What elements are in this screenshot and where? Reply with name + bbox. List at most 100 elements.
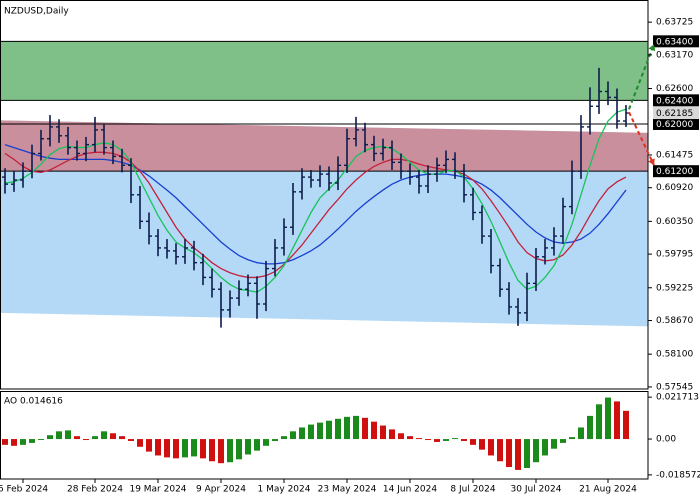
forecast-arrow bbox=[628, 111, 655, 166]
ao-bar bbox=[209, 439, 215, 462]
ao-bar bbox=[290, 431, 296, 440]
y-tick-label: 0.57545 bbox=[656, 382, 693, 392]
ao-bar bbox=[308, 424, 314, 440]
ao-bar bbox=[200, 439, 206, 459]
level-label: 0.62000 bbox=[656, 120, 693, 130]
price-channel bbox=[0, 120, 648, 327]
x-tick-label: 14 Jun 2024 bbox=[383, 485, 437, 495]
chart-title: NZDUSD,Daily bbox=[4, 7, 69, 17]
ao-bar bbox=[371, 421, 377, 440]
level-label-box bbox=[653, 117, 699, 130]
ao-bar bbox=[425, 439, 431, 441]
ao-bar bbox=[254, 439, 260, 451]
x-tick-label: 21 Aug 2024 bbox=[579, 485, 637, 495]
ao-bar bbox=[263, 439, 269, 446]
y-tick-label: 0.63170 bbox=[656, 50, 693, 60]
level-label-box bbox=[653, 94, 699, 107]
y-tick-label: 0.59795 bbox=[656, 250, 693, 260]
y-tick-label: 0.62600 bbox=[656, 84, 693, 94]
ao-bar bbox=[101, 431, 107, 440]
level-label: 0.61200 bbox=[656, 167, 693, 177]
ao-bar bbox=[452, 438, 458, 440]
moving-average bbox=[4, 108, 627, 293]
ao-bar bbox=[497, 439, 503, 462]
ao-bar bbox=[614, 401, 620, 440]
ao-bar bbox=[533, 439, 539, 463]
ao-bar bbox=[218, 439, 224, 464]
ao-panel-frame bbox=[0, 391, 649, 480]
ao-bar bbox=[146, 439, 152, 452]
level-label-box bbox=[653, 35, 699, 48]
x-tick-label: 9 Apr 2024 bbox=[196, 485, 246, 495]
ao-bar bbox=[389, 429, 395, 440]
resistance-zone bbox=[0, 41, 648, 101]
ao-bar bbox=[506, 439, 512, 468]
last-price-label: 0.62185 bbox=[656, 109, 693, 119]
ao-bar bbox=[515, 439, 521, 470]
support-zone bbox=[0, 120, 648, 172]
ao-bar bbox=[128, 439, 134, 441]
ao-bar bbox=[272, 439, 278, 441]
ao-bar bbox=[47, 435, 53, 440]
level-label: 0.63400 bbox=[656, 37, 693, 47]
x-tick-label: 30 Jul 2024 bbox=[511, 485, 562, 495]
ao-bar bbox=[20, 439, 26, 445]
ao-bar bbox=[227, 439, 233, 463]
y-tick-label: 0.58100 bbox=[656, 350, 693, 360]
ao-bar bbox=[470, 439, 476, 445]
price-panel bbox=[0, 40, 648, 328]
y-tick-label: 0.60350 bbox=[656, 217, 693, 227]
ao-bar bbox=[434, 439, 440, 442]
moving-average bbox=[4, 144, 627, 265]
moving-average bbox=[4, 151, 627, 279]
ao-bar bbox=[164, 439, 170, 458]
ao-bar bbox=[407, 436, 413, 440]
ao-bar bbox=[542, 439, 548, 456]
last-price-box bbox=[653, 107, 699, 120]
ao-bar bbox=[245, 439, 251, 455]
ao-bar bbox=[317, 422, 323, 440]
ao-bar bbox=[560, 439, 566, 443]
ao-bar bbox=[623, 410, 629, 440]
ao-bar bbox=[56, 431, 62, 440]
ao-bar bbox=[488, 439, 494, 456]
ao-bar bbox=[551, 439, 557, 449]
ao-bar bbox=[461, 439, 467, 441]
ao-bar bbox=[236, 439, 242, 460]
ao-bar bbox=[380, 425, 386, 440]
ao-bar bbox=[524, 439, 530, 468]
ao-bar bbox=[2, 439, 8, 445]
ao-bar bbox=[65, 430, 71, 440]
x-tick-label: 19 Mar 2024 bbox=[129, 485, 186, 495]
ao-bar bbox=[605, 397, 611, 440]
ao-bar bbox=[596, 404, 602, 440]
x-tick-label: 23 May 2024 bbox=[318, 485, 377, 495]
ao-bar bbox=[191, 439, 197, 457]
ao-bar bbox=[173, 439, 179, 459]
level-label-box bbox=[653, 165, 699, 178]
ao-bar bbox=[83, 439, 89, 441]
level-label: 0.62400 bbox=[656, 96, 693, 106]
ao-bar bbox=[119, 436, 125, 440]
ao-bar bbox=[182, 439, 188, 458]
ao-bar bbox=[443, 439, 449, 441]
ao-bar bbox=[569, 437, 575, 440]
forecast-arrowhead bbox=[648, 44, 656, 52]
ao-bar bbox=[587, 415, 593, 440]
ao-bar bbox=[92, 436, 98, 440]
x-tick-label: 6 Feb 2024 bbox=[0, 485, 48, 495]
ao-bar bbox=[74, 436, 80, 440]
ao-bar bbox=[362, 417, 368, 440]
y-tick-label: 0.61475 bbox=[656, 150, 693, 160]
ao-bar bbox=[479, 439, 485, 450]
ao-bar bbox=[155, 439, 161, 456]
forecast-arrowhead bbox=[648, 158, 655, 166]
y-tick-label: 0.63725 bbox=[656, 18, 693, 28]
ao-bar bbox=[344, 416, 350, 440]
ao-bar bbox=[416, 438, 422, 440]
ao-bar bbox=[29, 439, 35, 443]
y-tick-label: 0.58670 bbox=[656, 316, 693, 326]
ao-tick-label: 0.021713 bbox=[656, 393, 699, 403]
x-tick-label: 1 May 2024 bbox=[258, 485, 311, 495]
